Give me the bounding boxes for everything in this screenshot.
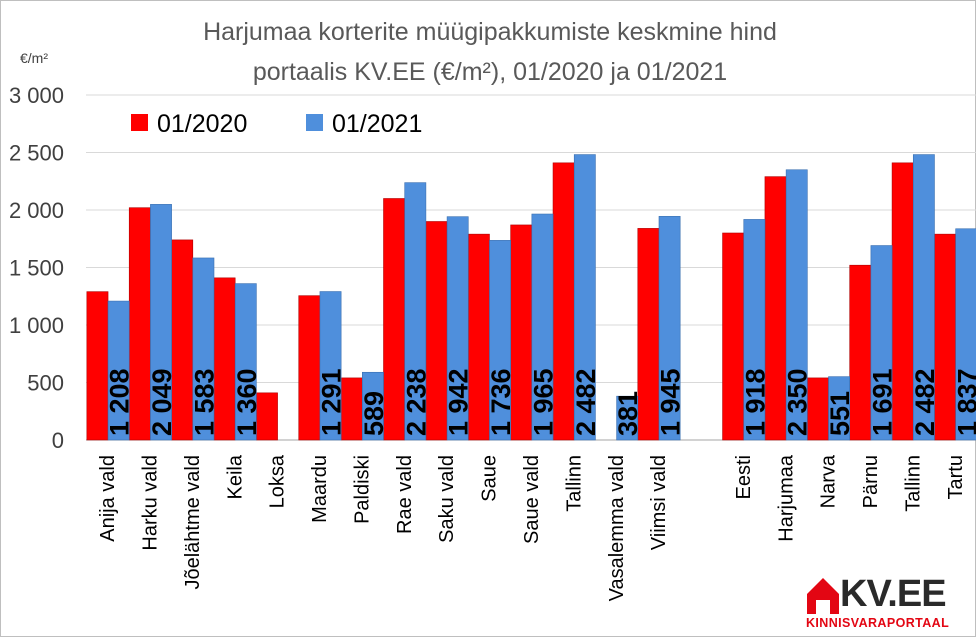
bar-2021 bbox=[319, 291, 342, 441]
x-axis-ticks: Anija vald Harku vald Jõelähtme vald Keila L… bbox=[97, 454, 967, 601]
x-tick-label: Tallinn bbox=[902, 455, 924, 512]
house-icon bbox=[807, 578, 839, 614]
data-label: 2 482 bbox=[571, 368, 601, 436]
x-tick-label: Eesti bbox=[733, 455, 755, 499]
chart-title: Harjumaa korterite müügipakkumiste keskm… bbox=[80, 12, 900, 92]
data-label: 381 bbox=[613, 391, 643, 436]
logo-text: KV.EE bbox=[840, 573, 947, 615]
data-label: 1 360 bbox=[232, 368, 262, 436]
x-tick-label: Harjumaa bbox=[775, 454, 797, 542]
data-label: 1 736 bbox=[486, 368, 516, 436]
bar-2021 bbox=[743, 219, 766, 441]
x-tick-label: Saku vald bbox=[436, 455, 458, 543]
y-tick-label: 500 bbox=[27, 371, 64, 396]
data-label: 1 691 bbox=[867, 368, 897, 436]
x-tick-label: Narva bbox=[818, 454, 840, 508]
x-tick-label: Tallinn bbox=[563, 455, 585, 512]
x-tick-label: Rae vald bbox=[394, 455, 416, 534]
y-tick-label: 2 500 bbox=[9, 141, 64, 166]
bar-2021 bbox=[192, 257, 215, 441]
bar-2021 bbox=[150, 204, 172, 441]
legend: 01/2020 01/2021 bbox=[131, 110, 422, 138]
chart-title-line-1: Harjumaa korterite müügipakkumiste keskm… bbox=[203, 18, 777, 46]
x-tick-label: Keila bbox=[224, 454, 246, 499]
bar-2021 bbox=[785, 169, 808, 441]
bar-2021 bbox=[616, 395, 639, 441]
y-tick-label: 3 000 bbox=[9, 83, 64, 108]
x-tick-label: Harku vald bbox=[140, 455, 162, 551]
bar-2021 bbox=[573, 154, 596, 441]
legend-label: 01/2021 bbox=[332, 110, 422, 138]
y-tick-label: 0 bbox=[52, 428, 64, 453]
legend-swatch bbox=[131, 114, 148, 131]
x-tick-label: Vasalemma vald bbox=[606, 455, 628, 601]
x-tick-label: Viimsi vald bbox=[648, 455, 670, 550]
x-tick-label: Loksa bbox=[267, 454, 289, 508]
legend-swatch bbox=[306, 114, 323, 131]
bar-2021 bbox=[870, 245, 893, 441]
bar-2021 bbox=[489, 240, 511, 441]
legend-label: 01/2020 bbox=[157, 110, 247, 138]
data-label: 1 945 bbox=[656, 368, 686, 436]
bars bbox=[86, 154, 976, 441]
bar-2021 bbox=[404, 182, 427, 441]
data-label: 2 482 bbox=[910, 368, 940, 436]
data-label: 1 942 bbox=[444, 368, 474, 436]
data-labels: 1 208 2 049 1 583 1 360 1 291 589 2 238 1 942 1 … bbox=[105, 368, 976, 436]
kv-ee-logo: KV.EE KINNISVARAPORTAAL bbox=[806, 574, 966, 630]
data-label: 1 583 bbox=[189, 368, 219, 436]
x-tick-label: Paldiski bbox=[351, 455, 373, 524]
bar-2021 bbox=[955, 228, 976, 441]
chart-title-line-2: portaalis KV.EE (€/m²), 01/2020 ja 01/20… bbox=[252, 58, 728, 86]
bar-2021 bbox=[446, 216, 469, 441]
bar-2021 bbox=[234, 283, 257, 441]
data-label: 1 291 bbox=[317, 368, 347, 436]
x-tick-label: Jõelähtme vald bbox=[182, 455, 204, 590]
data-label: 551 bbox=[825, 391, 855, 436]
logo-subtitle: KINNISVARAPORTAAL bbox=[806, 616, 950, 630]
y-tick-label: 2 000 bbox=[9, 198, 64, 223]
y-axis-ticks: 0 500 1 000 1 500 2 000 2 500 3 000 bbox=[9, 83, 64, 453]
bar-2021 bbox=[828, 376, 851, 441]
data-label: 1 837 bbox=[952, 368, 976, 436]
bar-2021 bbox=[362, 371, 384, 441]
bar-2021 bbox=[912, 154, 935, 441]
bar-2021 bbox=[107, 300, 130, 441]
x-tick-label: Maardu bbox=[309, 455, 331, 523]
y-axis-unit-label: €/m² bbox=[20, 50, 48, 66]
data-label: 2 049 bbox=[147, 368, 177, 436]
bar-2021 bbox=[531, 213, 554, 441]
data-label: 1 208 bbox=[105, 368, 135, 436]
data-label: 1 965 bbox=[528, 368, 558, 436]
bar-2021 bbox=[658, 216, 681, 441]
y-tick-label: 1 500 bbox=[9, 256, 64, 281]
data-label: 2 350 bbox=[783, 368, 813, 436]
data-label: 589 bbox=[359, 391, 389, 436]
data-label: 1 918 bbox=[740, 368, 770, 436]
x-tick-label: Anija vald bbox=[97, 455, 119, 542]
y-tick-label: 1 000 bbox=[9, 313, 64, 338]
x-tick-label: Tartu bbox=[945, 455, 967, 499]
x-tick-label: Saue vald bbox=[521, 455, 543, 544]
x-tick-label: Saue bbox=[479, 455, 501, 502]
x-tick-label: Pärnu bbox=[860, 455, 882, 508]
data-label: 2 238 bbox=[401, 368, 431, 436]
